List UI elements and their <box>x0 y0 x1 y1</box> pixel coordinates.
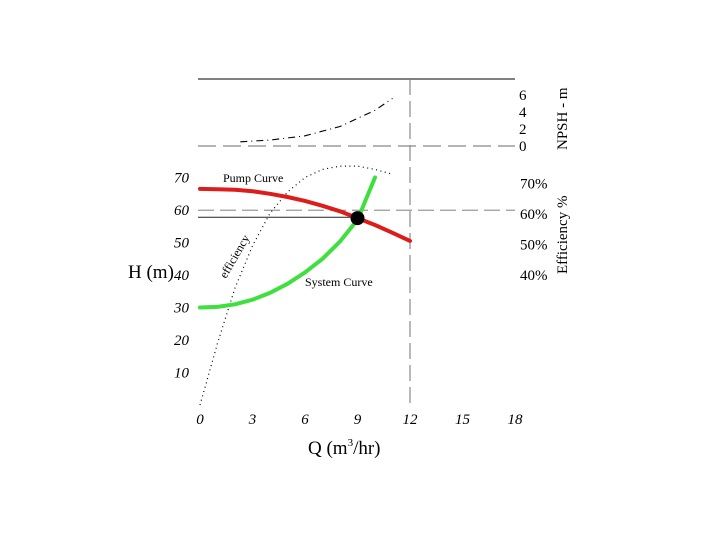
npsh-axis-title: NPSH - m <box>555 87 571 150</box>
x-tick-label: 6 <box>301 412 309 428</box>
x-tick-label: 15 <box>455 412 471 428</box>
npsh-tick-label: 6 <box>519 88 527 104</box>
text-layer: H (m) Q (m3/hr) Efficiency % NPSH - m Pu… <box>128 87 571 459</box>
y-tick-label: 50 <box>174 236 190 252</box>
y-tick-label: 40 <box>174 268 190 284</box>
y-tick-label: 20 <box>174 333 190 349</box>
npsh-tick-label: 2 <box>519 122 527 138</box>
y-tick-label: 30 <box>173 301 190 317</box>
y-tick-label: 60 <box>174 203 190 219</box>
pump-curve-label: Pump Curve <box>223 171 283 185</box>
x-tick-label: 9 <box>354 412 362 428</box>
efficiency-curve-label: efficiency <box>216 232 252 280</box>
efficiency-tick-label: 50% <box>520 238 548 254</box>
x-tick-label: 0 <box>196 412 204 428</box>
npsh-tick-label: 4 <box>519 105 527 121</box>
system-curve-label: System Curve <box>305 275 373 289</box>
x-axis-title: Q (m3/hr) <box>308 437 381 459</box>
y-tick-label: 70 <box>174 171 190 187</box>
efficiency-tick-label: 70% <box>520 177 548 193</box>
y-axis-title: H (m) <box>128 262 174 283</box>
efficiency-tick-label: 40% <box>520 268 548 284</box>
series-layer <box>198 97 412 406</box>
x-tick-label: 3 <box>248 412 257 428</box>
efficiency-axis-title: Efficiency % <box>555 196 571 274</box>
system-curve <box>198 175 377 310</box>
efficiency-tick-label: 60% <box>520 207 548 223</box>
npsh-tick-label: 0 <box>519 139 527 155</box>
x-tick-label: 12 <box>403 412 419 428</box>
x-tick-label: 18 <box>508 412 524 428</box>
y-tick-label: 10 <box>174 366 190 382</box>
operating-point <box>350 211 365 226</box>
pump-curve <box>198 186 412 243</box>
npsh-curve <box>240 97 393 143</box>
efficiency-curve <box>199 165 393 406</box>
